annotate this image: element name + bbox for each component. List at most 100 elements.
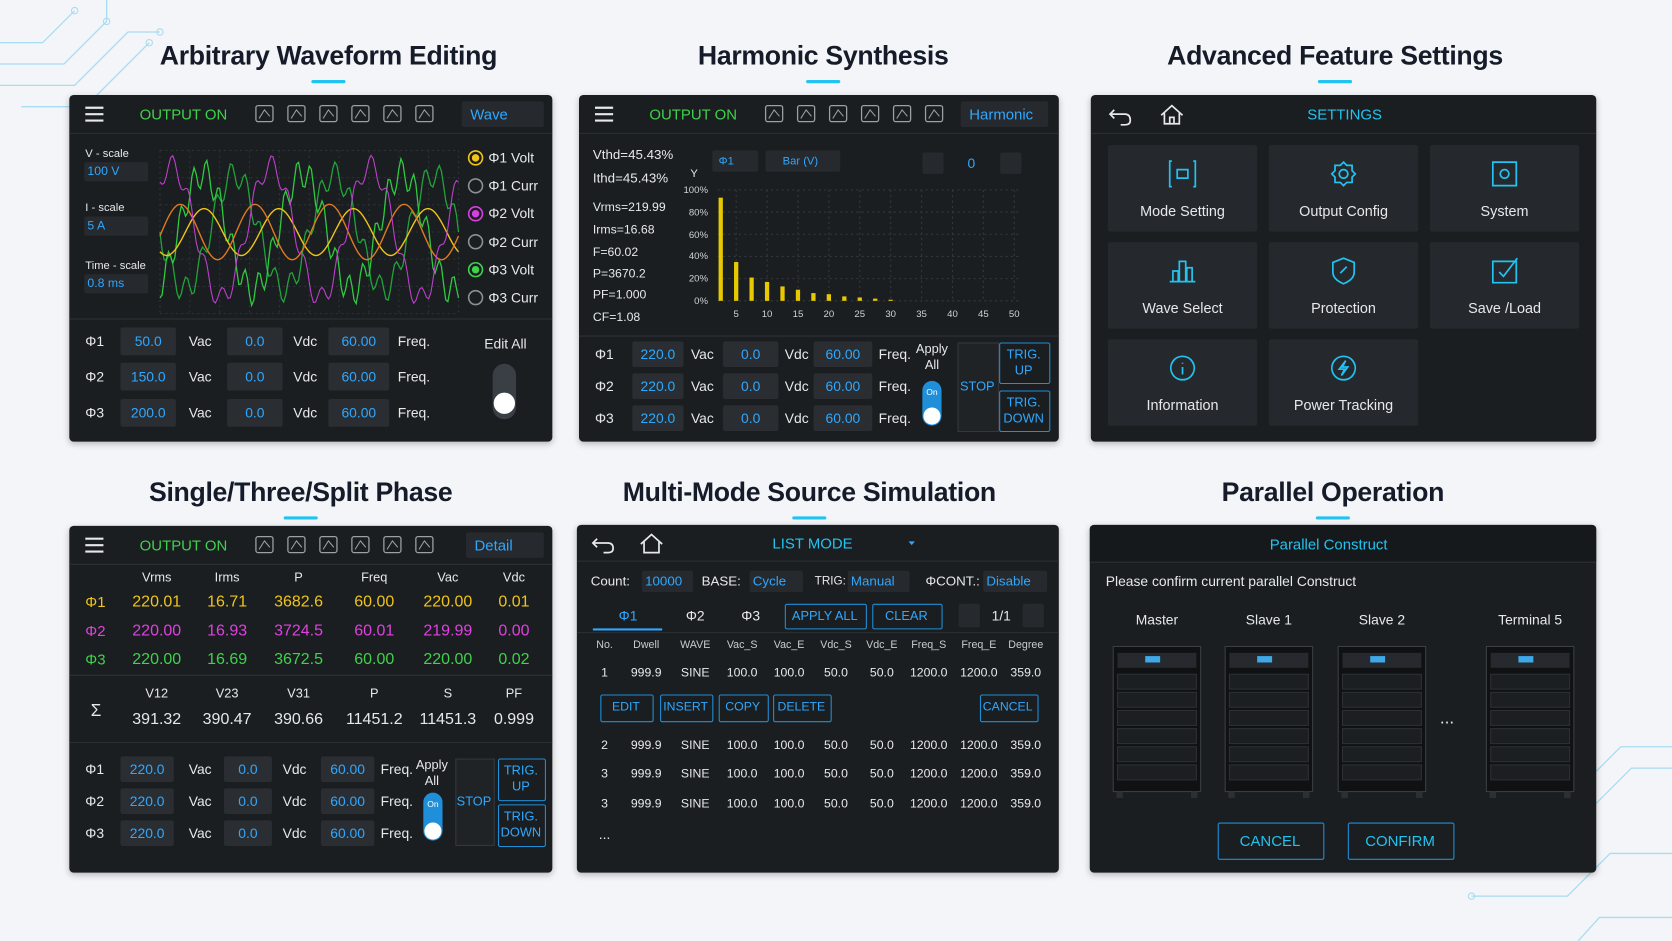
trigger-label[interactable]: TRIG. UP <box>503 762 538 794</box>
field-value[interactable]: 10000 <box>645 573 683 589</box>
value-field[interactable] <box>632 341 684 367</box>
value-field-text[interactable]: 0.0 <box>741 378 761 395</box>
mode-dropdown[interactable] <box>461 101 544 127</box>
row-action-label[interactable]: EDIT <box>611 700 640 714</box>
row-action-label[interactable]: DELETE <box>777 700 826 714</box>
value-field[interactable] <box>813 341 873 367</box>
value-field[interactable] <box>120 820 174 846</box>
value-field[interactable] <box>120 398 176 427</box>
value-field-text[interactable]: 60.00 <box>825 410 861 427</box>
settings-tile[interactable] <box>1429 145 1580 232</box>
value-field[interactable] <box>227 362 283 391</box>
scale-value[interactable]: 5 A <box>87 219 106 233</box>
trigger-button[interactable] <box>497 804 546 848</box>
value-field[interactable] <box>813 373 873 399</box>
value-field-text[interactable]: 0.0 <box>238 793 258 810</box>
stop-button[interactable] <box>455 758 495 846</box>
stop-label[interactable]: STOP <box>456 793 492 809</box>
dialog-button[interactable] <box>1217 822 1325 860</box>
value-field-text[interactable]: 60.00 <box>341 404 377 421</box>
settings-tile[interactable] <box>1268 339 1419 426</box>
stop-button[interactable] <box>957 342 1000 433</box>
settings-tile[interactable] <box>1268 145 1419 232</box>
row-action-button[interactable] <box>773 694 832 723</box>
value-field[interactable] <box>722 405 779 431</box>
value-field-text[interactable]: 220.0 <box>129 793 165 810</box>
value-field-text[interactable]: 0.0 <box>741 346 761 363</box>
value-field-text[interactable]: 0.0 <box>245 333 265 350</box>
settings-tile[interactable] <box>1107 242 1258 329</box>
value-field-text[interactable]: 60.00 <box>341 333 377 350</box>
list-button-label[interactable]: CLEAR <box>885 608 928 624</box>
scale-dropdown[interactable] <box>84 162 149 182</box>
row-action-button[interactable] <box>660 694 714 723</box>
value-field[interactable] <box>328 398 390 427</box>
field-value[interactable]: Disable <box>986 573 1031 589</box>
trigger-button[interactable] <box>999 342 1051 385</box>
tile-label[interactable]: Power Tracking <box>1293 397 1394 414</box>
value-field[interactable] <box>223 756 272 782</box>
list-button[interactable] <box>872 603 943 630</box>
value-field-text[interactable]: 150.0 <box>130 368 166 385</box>
trigger-label[interactable]: TRIG. UP <box>1006 346 1041 378</box>
scale-value[interactable]: 0.8 ms <box>87 277 125 291</box>
value-field[interactable] <box>227 398 283 427</box>
field-value-box[interactable] <box>749 570 803 593</box>
value-field[interactable] <box>120 756 174 782</box>
value-field-text[interactable]: 60.00 <box>330 761 365 778</box>
value-field[interactable] <box>813 405 873 431</box>
next-button[interactable] <box>1022 603 1044 628</box>
mode-dropdown-label[interactable]: Detail <box>474 536 513 554</box>
phase-tab[interactable]: Φ2 <box>685 607 705 624</box>
tile-label[interactable]: Information <box>1146 397 1219 414</box>
tile-label[interactable]: Protection <box>1311 300 1376 317</box>
value-field[interactable] <box>223 788 272 814</box>
value-field[interactable] <box>120 788 174 814</box>
row-action-label[interactable]: INSERT <box>663 700 709 714</box>
value-field-text[interactable]: 220.0 <box>129 761 165 778</box>
value-field[interactable] <box>320 820 375 846</box>
value-field[interactable] <box>722 373 779 399</box>
value-field-text[interactable]: 60.00 <box>825 378 861 395</box>
value-field[interactable] <box>632 373 684 399</box>
mode-dropdown[interactable] <box>465 532 544 558</box>
scale-value[interactable]: 100 V <box>87 165 120 179</box>
value-field[interactable] <box>223 820 272 846</box>
trigger-label[interactable]: TRIG. DOWN <box>1003 394 1044 426</box>
value-field-text[interactable]: 60.00 <box>330 825 365 842</box>
row-action-label[interactable]: COPY <box>725 700 761 714</box>
value-field[interactable] <box>120 327 176 356</box>
trigger-button[interactable] <box>497 758 546 802</box>
phase-dropdown-label[interactable]: Φ1 <box>718 154 734 168</box>
value-field-text[interactable]: 200.0 <box>130 404 166 421</box>
mode-dropdown[interactable] <box>960 101 1049 127</box>
cancel-label[interactable]: CANCEL <box>982 700 1033 714</box>
tile-label[interactable]: Wave Select <box>1142 300 1223 317</box>
dialog-button[interactable] <box>1347 822 1455 860</box>
value-field-text[interactable]: 220.0 <box>640 410 676 427</box>
prev-button[interactable] <box>958 603 980 628</box>
mode-dropdown-label[interactable]: Harmonic <box>969 105 1034 123</box>
display-dropdown[interactable] <box>765 150 841 172</box>
value-field[interactable] <box>328 327 390 356</box>
trigger-label[interactable]: TRIG. DOWN <box>500 808 542 840</box>
settings-tile[interactable] <box>1429 242 1580 329</box>
dialog-button-label[interactable]: CANCEL <box>1239 832 1301 850</box>
value-field[interactable] <box>227 327 283 356</box>
value-field-text[interactable]: 0.0 <box>238 761 258 778</box>
apply-all[interactable]: Apply All <box>915 341 948 373</box>
value-field[interactable] <box>320 756 375 782</box>
row-action-button[interactable] <box>600 694 654 723</box>
apply-all[interactable]: Apply All <box>415 757 448 789</box>
field-value[interactable]: Cycle <box>752 573 787 589</box>
tile-label[interactable]: System <box>1480 203 1529 220</box>
value-field[interactable] <box>722 341 779 367</box>
tile-label[interactable]: Save /Load <box>1468 300 1541 317</box>
channel-label[interactable]: Φ3 Curr <box>488 289 538 306</box>
value-field[interactable] <box>328 362 390 391</box>
value-field[interactable] <box>120 362 176 391</box>
value-field-text[interactable]: 0.0 <box>238 825 258 842</box>
field-value[interactable]: Manual <box>850 573 895 589</box>
field-value-box[interactable] <box>641 570 694 593</box>
channel-label[interactable]: Φ1 Volt <box>488 149 535 166</box>
